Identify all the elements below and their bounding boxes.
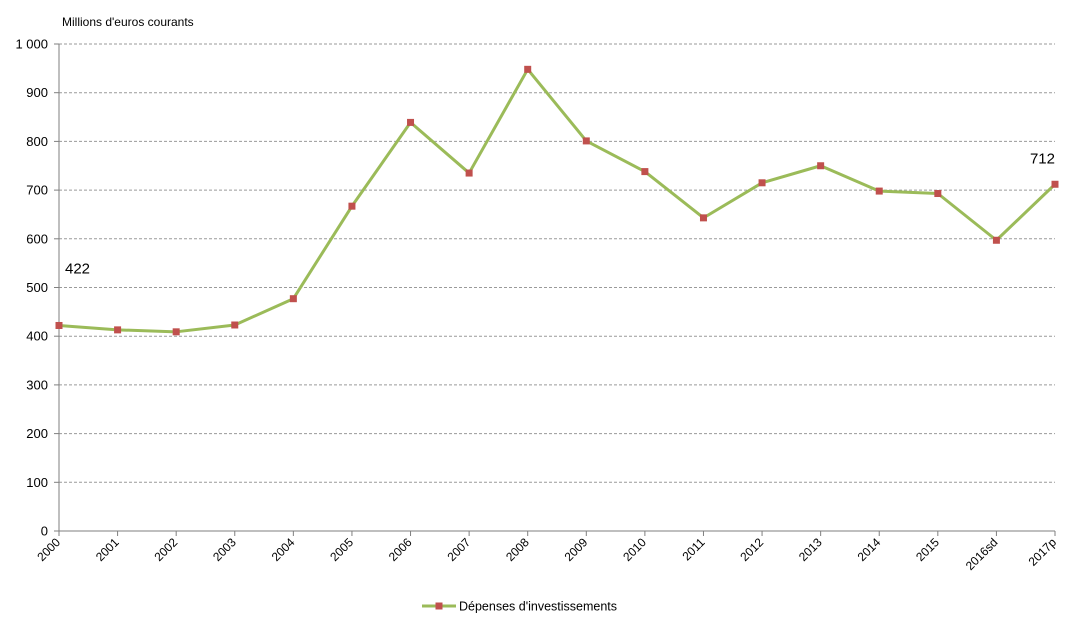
data-point-marker — [875, 187, 883, 195]
x-tick-label: 2009 — [562, 535, 591, 564]
y-axis-unit-label: Millions d'euros courants — [62, 15, 194, 29]
y-tick-label: 500 — [26, 280, 48, 295]
data-point-marker — [289, 295, 297, 303]
x-tick-label: 2017p — [1026, 535, 1060, 569]
series-line — [58, 67, 1057, 334]
y-tick-labels: 0 100 200 300 400 500 600 700 800 900 1 000 — [15, 37, 59, 539]
x-tick-label: 2003 — [210, 535, 239, 564]
data-label: 712 — [1030, 150, 1055, 167]
data-point-marker — [172, 328, 180, 336]
y-tick-label: 900 — [26, 85, 48, 100]
data-point-marker — [407, 118, 415, 126]
data-point-marker — [641, 168, 649, 176]
data-labels: 422 712 — [65, 150, 1055, 277]
y-tick-label: 100 — [26, 475, 48, 490]
data-point-marker — [992, 236, 1000, 244]
y-tick-label: 1 000 — [15, 37, 48, 52]
x-tick-labels: 2000 2001 2002 2003 2004 2005 2006 2007 2008 2009… — [34, 531, 1059, 573]
y-tick-label: 600 — [26, 231, 48, 246]
data-point-marker — [817, 162, 825, 170]
data-point-marker — [465, 169, 473, 177]
y-tick-label: 400 — [26, 329, 48, 344]
data-point-marker — [114, 326, 122, 334]
x-tick-label: 2011 — [679, 535, 707, 563]
x-tick-label: 2008 — [503, 535, 532, 564]
x-tick-label: 2016sd — [963, 535, 1001, 573]
x-tick-label: 2006 — [386, 535, 415, 564]
legend-marker-swatch — [435, 602, 443, 610]
x-tick-label: 2015 — [913, 535, 942, 564]
y-tick-label: 800 — [26, 134, 48, 149]
data-point-marker — [758, 179, 766, 187]
x-tick-label: 2000 — [34, 535, 63, 564]
data-point-marker — [231, 321, 239, 329]
x-tick-label: 2013 — [796, 535, 825, 564]
data-point-marker — [934, 190, 942, 198]
data-point-marker — [55, 321, 63, 329]
series-dépenses-investissements — [55, 65, 1059, 336]
x-tick-label: 2012 — [737, 535, 766, 564]
x-tick-label: 2004 — [269, 535, 298, 564]
data-label: 422 — [65, 260, 90, 277]
gridlines — [59, 43, 1055, 483]
data-point-marker — [348, 202, 356, 210]
y-tick-label: 700 — [26, 183, 48, 198]
x-tick-label: 2010 — [620, 535, 649, 564]
data-point-marker — [699, 214, 707, 222]
legend-label: Dépenses d'investissements — [459, 600, 617, 614]
x-tick-label: 2014 — [855, 535, 884, 564]
data-point-marker — [582, 137, 590, 145]
x-tick-label: 2001 — [93, 535, 122, 564]
x-tick-label: 2007 — [444, 535, 473, 564]
x-tick-label: 2005 — [327, 535, 356, 564]
x-tick-label: 2002 — [152, 535, 181, 564]
y-tick-label: 200 — [26, 426, 48, 441]
y-tick-label: 300 — [26, 377, 48, 392]
legend: Dépenses d'investissements — [422, 600, 617, 614]
data-point-marker — [1051, 180, 1059, 188]
data-point-marker — [524, 65, 532, 73]
y-tick-label: 0 — [41, 524, 48, 539]
